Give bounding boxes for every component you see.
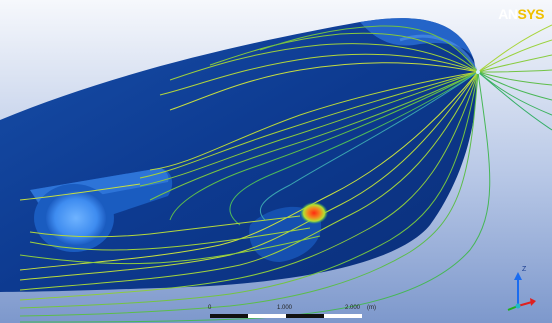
scale-segment-2 bbox=[248, 314, 286, 318]
appendage-bulb bbox=[249, 206, 322, 262]
scale-segment-4 bbox=[324, 314, 362, 318]
streamlines bbox=[19, 24, 552, 323]
scale-segment-3 bbox=[286, 314, 324, 318]
scale-bar: 0 1.000 2.000 (m) bbox=[205, 305, 376, 319]
triad-z-label: Z bbox=[522, 266, 527, 273]
pressure-hotspot bbox=[300, 202, 328, 224]
duct-inner bbox=[46, 191, 106, 245]
logo-prefix: AN bbox=[498, 6, 518, 22]
scale-segment-1 bbox=[210, 314, 248, 318]
axis-triad-icon bbox=[507, 272, 536, 311]
axis-triad[interactable]: Z bbox=[500, 266, 540, 316]
stagnation-point bbox=[476, 70, 480, 74]
ansys-logo: ANSYS bbox=[498, 6, 544, 22]
scale-unit: (m) bbox=[367, 305, 376, 311]
scale-tick-2: 2.000 bbox=[345, 305, 361, 311]
scale-tick-1: 1.000 bbox=[277, 305, 293, 311]
scale-tick-0: 0 bbox=[208, 305, 212, 311]
logo-suffix: SYS bbox=[517, 6, 544, 22]
